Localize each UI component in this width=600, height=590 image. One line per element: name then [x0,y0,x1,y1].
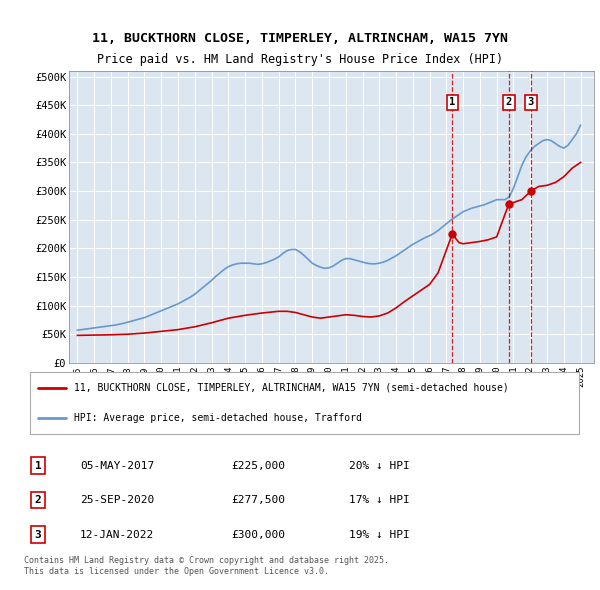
Text: 17% ↓ HPI: 17% ↓ HPI [349,495,410,505]
Text: 11, BUCKTHORN CLOSE, TIMPERLEY, ALTRINCHAM, WA15 7YN: 11, BUCKTHORN CLOSE, TIMPERLEY, ALTRINCH… [92,32,508,45]
Text: 25-SEP-2020: 25-SEP-2020 [80,495,154,505]
Text: 3: 3 [528,97,534,107]
Text: 2: 2 [506,97,512,107]
Text: 20% ↓ HPI: 20% ↓ HPI [349,461,410,470]
Text: 11, BUCKTHORN CLOSE, TIMPERLEY, ALTRINCHAM, WA15 7YN (semi-detached house): 11, BUCKTHORN CLOSE, TIMPERLEY, ALTRINCH… [74,383,509,393]
Text: 05-MAY-2017: 05-MAY-2017 [80,461,154,470]
Text: 19% ↓ HPI: 19% ↓ HPI [349,530,410,539]
Text: HPI: Average price, semi-detached house, Trafford: HPI: Average price, semi-detached house,… [74,413,362,423]
Text: Price paid vs. HM Land Registry's House Price Index (HPI): Price paid vs. HM Land Registry's House … [97,53,503,65]
Text: 12-JAN-2022: 12-JAN-2022 [80,530,154,539]
Text: 1: 1 [449,97,455,107]
Text: Contains HM Land Registry data © Crown copyright and database right 2025.
This d: Contains HM Land Registry data © Crown c… [24,556,389,576]
Text: £225,000: £225,000 [232,461,286,470]
Text: 1: 1 [35,461,41,470]
Text: £300,000: £300,000 [232,530,286,539]
FancyBboxPatch shape [29,372,580,434]
Text: 2: 2 [35,495,41,505]
Text: 3: 3 [35,530,41,539]
Text: £277,500: £277,500 [232,495,286,505]
